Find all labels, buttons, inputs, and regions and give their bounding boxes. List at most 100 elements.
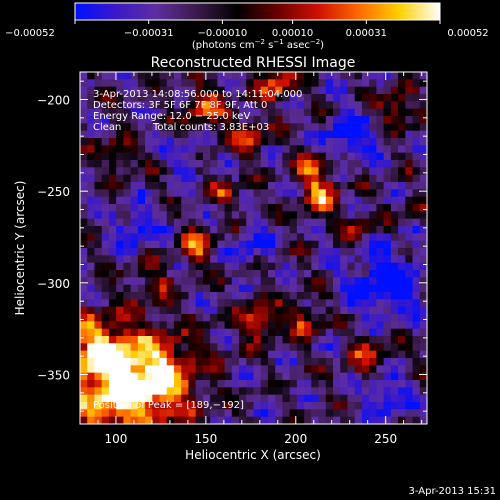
heatmap-cell [347, 211, 356, 220]
heatmap-cell [340, 255, 349, 264]
heatmap-cell [383, 152, 392, 161]
heatmap-cell [369, 336, 377, 344]
heatmap-cell [390, 402, 399, 410]
heatmap-cell [159, 138, 168, 146]
heatmap-cell [217, 306, 226, 315]
heatmap-cell [123, 262, 132, 271]
heatmap-cell [101, 196, 110, 205]
heatmap-cell [253, 189, 262, 198]
heatmap-cell [231, 270, 240, 278]
heatmap-cell [412, 328, 421, 337]
heatmap-cell [195, 116, 204, 124]
heatmap-cell [137, 108, 146, 117]
heatmap-cell [239, 358, 247, 366]
heatmap-cell [296, 409, 305, 418]
heatmap-cell [325, 101, 334, 110]
heatmap-cell [202, 204, 211, 212]
heatmap-cell [87, 248, 96, 256]
heatmap-cell [116, 343, 124, 352]
heatmap-cell [275, 314, 284, 322]
heatmap-cell [210, 72, 218, 80]
heatmap-cell [202, 255, 211, 264]
heatmap-cell [282, 130, 291, 139]
heatmap-cell [412, 226, 421, 234]
heatmap-cell [412, 116, 421, 124]
heatmap-cell [311, 321, 320, 330]
heatmap-cell [412, 108, 421, 117]
heatmap-cell [354, 343, 363, 352]
heatmap-cell [325, 321, 334, 330]
heatmap-cell [116, 255, 124, 264]
heatmap-cell [108, 123, 117, 132]
heatmap-cell [80, 94, 88, 102]
heatmap-cell [188, 328, 197, 337]
heatmap-cell [173, 336, 182, 344]
heatmap-cell [210, 350, 218, 359]
heatmap-cell [123, 306, 132, 315]
heatmap-cell [260, 336, 269, 344]
heatmap-cell [173, 409, 182, 418]
heatmap-cell [239, 284, 247, 293]
heatmap-cell [325, 328, 334, 337]
heatmap-cell [398, 211, 406, 220]
heatmap-cell [239, 167, 247, 176]
heatmap-cell [318, 182, 327, 190]
heatmap-cell [123, 321, 132, 330]
heatmap-cell [253, 321, 262, 330]
heatmap-cell [152, 314, 161, 322]
heatmap-cell [224, 292, 233, 300]
heatmap-cell [289, 182, 298, 190]
heatmap-cell [210, 365, 218, 374]
heatmap-cell [383, 94, 392, 102]
heatmap-cell [390, 409, 399, 418]
heatmap-cell [94, 101, 103, 110]
heatmap-cell [383, 343, 392, 352]
heatmap-cell [166, 328, 175, 337]
heatmap-cell [253, 299, 262, 308]
heatmap-cell [80, 292, 88, 300]
heatmap-cell [116, 270, 124, 278]
heatmap-cell [137, 306, 146, 315]
heatmap-cell [333, 72, 341, 80]
heatmap-cell [311, 358, 320, 366]
heatmap-cell [145, 402, 153, 410]
heatmap-cell [210, 270, 218, 278]
heatmap-cell [94, 306, 103, 315]
heatmap-cell [101, 402, 110, 410]
heatmap-cell [289, 123, 298, 132]
heatmap-cell [239, 138, 247, 146]
y-tick-label: −300 [37, 277, 70, 291]
heatmap-cell [246, 402, 255, 410]
heatmap-cell [318, 101, 327, 110]
heatmap-cell [188, 196, 197, 205]
heatmap-cell [304, 240, 312, 249]
heatmap-cell [354, 394, 363, 403]
heatmap-cell [260, 130, 269, 139]
colorbar-tick-label: −0.00031 [124, 28, 174, 39]
heatmap-cell [188, 145, 197, 154]
heatmap-cell [354, 365, 363, 374]
heatmap-cell [398, 372, 406, 381]
heatmap-cell [419, 394, 427, 403]
heatmap-cell [354, 116, 363, 124]
heatmap-cell [80, 387, 88, 396]
heatmap-cell [333, 240, 341, 249]
heatmap-cell [152, 79, 161, 88]
heatmap-cell [390, 306, 399, 315]
heatmap-cell [152, 365, 161, 374]
heatmap-cell [159, 328, 168, 337]
heatmap-cell [80, 248, 88, 256]
heatmap-cell [80, 211, 88, 220]
heatmap-cell [369, 79, 377, 88]
heatmap-cell [231, 416, 240, 424]
heatmap-cell [246, 328, 255, 337]
heatmap-cell [398, 292, 406, 300]
heatmap-cell [94, 167, 103, 176]
heatmap-cell [376, 72, 385, 80]
heatmap-cell [123, 211, 132, 220]
heatmap-cell [202, 196, 211, 205]
heatmap-cell [398, 343, 406, 352]
heatmap-cell [361, 233, 370, 242]
heatmap-cell [340, 79, 349, 88]
heatmap-cell [123, 116, 132, 124]
